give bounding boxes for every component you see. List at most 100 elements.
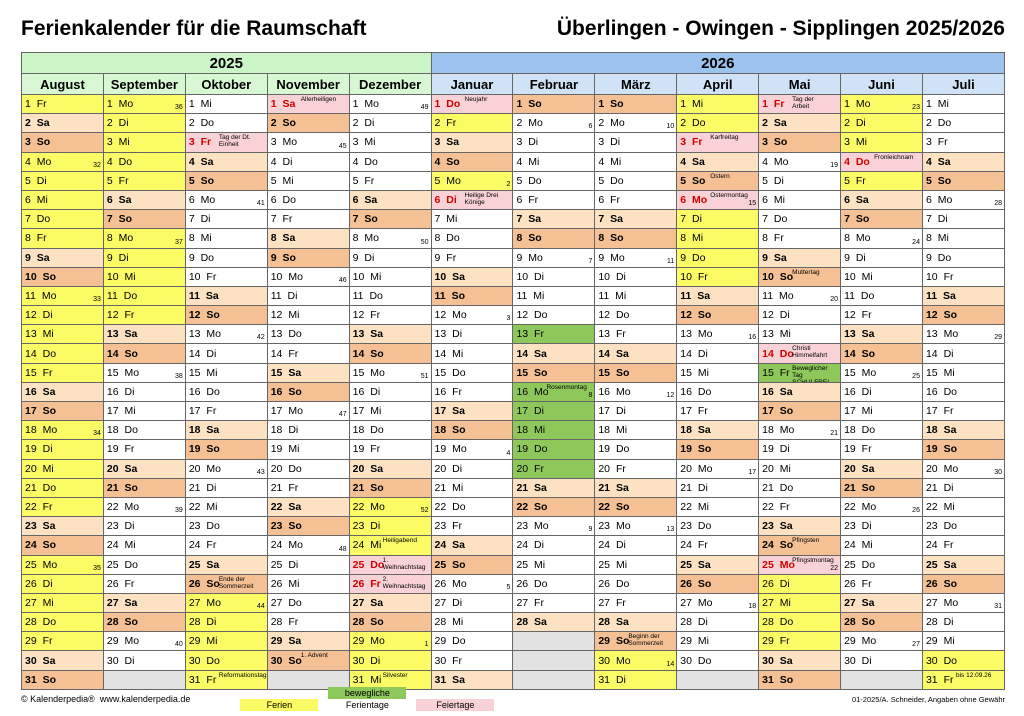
day-number: 24	[844, 539, 856, 552]
day-number: 14	[844, 347, 856, 360]
day-number: 17	[925, 405, 938, 418]
day-number: 7	[270, 213, 277, 226]
day-number: 22	[106, 501, 119, 514]
weekday: So	[773, 136, 788, 149]
day-row: 8 Fr 8 Mo 37 8 Mi 8 Sa 8 Mo 50 8 Do 8 So 8 So 8 Mi…	[21, 228, 1006, 249]
weekday: Fr	[692, 136, 703, 149]
day-number: 2	[270, 117, 277, 130]
day-cell: 13 Sa	[840, 324, 923, 345]
day-number: 20	[925, 462, 938, 475]
weekday: Di	[943, 616, 954, 629]
weekday: Do	[692, 251, 706, 264]
weekday: Sa	[615, 481, 629, 494]
day-number: 21	[680, 481, 692, 494]
day-number: 20	[434, 462, 447, 475]
day-cell: 25 Mi	[512, 554, 596, 575]
weekday: Fr	[118, 174, 129, 187]
day-number: 12	[762, 309, 774, 322]
weekday: Mo	[861, 366, 877, 379]
day-row: 16 Sa 16 Di 16 Do 16 So 16 Di 16 Fr 16 Mo Rosen…	[21, 381, 1006, 403]
day-number: 18	[598, 424, 611, 437]
day-number: 25	[844, 558, 856, 571]
day-row: 14 Do 14 So 14 Di 14 Fr 14 So 14 Mi 14 Sa 14 Sa…	[21, 343, 1006, 364]
day-cell: 6 Do	[266, 189, 350, 211]
day-number: 14	[516, 347, 529, 360]
weekday: Sa	[282, 232, 296, 245]
day-cell: 30 Do	[676, 650, 760, 671]
day-cell: 19 So	[184, 439, 268, 460]
weekday: Sa	[452, 405, 465, 418]
day-number: 4	[270, 155, 277, 168]
day-number: 6	[352, 194, 359, 207]
day-number: 29	[680, 635, 692, 648]
weekday: Sa	[36, 117, 50, 130]
weekday: Mo	[124, 366, 140, 379]
day-number: 13	[844, 328, 856, 341]
weekday: Sa	[861, 462, 875, 475]
weekday: Sa	[534, 481, 547, 494]
day-number: 4	[844, 155, 850, 168]
day-number: 15	[925, 366, 938, 379]
weekday: Di	[773, 174, 784, 187]
day-number: 24	[680, 539, 692, 552]
day-cell: 15 So	[594, 362, 678, 383]
day-number: 24	[516, 539, 529, 552]
day-cell: 24 So	[21, 535, 104, 556]
weekday: Di	[42, 443, 53, 456]
weekday: Do	[36, 213, 51, 226]
day-note: Rosenmontag	[546, 383, 587, 391]
day-number: 4	[598, 155, 605, 168]
day-number: 11	[516, 289, 528, 302]
weekday: So	[446, 155, 460, 168]
website: www.kalenderpedia.de	[99, 694, 191, 704]
day-row: 20 Mi 20 Sa 20 Mo 43 20 Do 20 Sa 20 Di 20 Fr 20 …	[21, 458, 1006, 479]
day-number: 18	[844, 424, 856, 437]
weekday: So	[288, 520, 302, 533]
weekday: Mi	[452, 616, 464, 629]
weekday: Mi	[692, 98, 704, 111]
day-cell: 5 So Ostern	[676, 170, 760, 191]
weekday: Mi	[534, 558, 546, 571]
day-number: 23	[352, 520, 365, 533]
day-cell: 15 Fr Beweglicher Tag SCHULFREI	[758, 362, 842, 383]
weekday: Sa	[370, 328, 384, 341]
day-cell: 29 Mo 27	[840, 631, 923, 652]
weekday: Sa	[697, 289, 711, 302]
day-note: Ostermontag	[710, 191, 748, 199]
weekday: Fr	[943, 405, 954, 418]
weekday: Fr	[364, 174, 375, 187]
weekday: So	[124, 616, 138, 629]
day-number: 25	[434, 558, 447, 571]
weekday: Do	[943, 520, 958, 533]
day-number: 6	[25, 194, 31, 207]
day-number: 23	[844, 520, 856, 533]
day-number: 6	[844, 194, 850, 207]
weekday: Fr	[855, 174, 866, 187]
day-number: 14	[598, 347, 611, 360]
day-number: 2	[762, 117, 768, 130]
weekday: So	[943, 577, 957, 590]
day-cell: 19 Mo 4	[430, 439, 514, 460]
weekday: Di	[855, 117, 866, 130]
week-number: 18	[748, 603, 757, 611]
weekday: Mi	[42, 462, 54, 475]
day-number: 12	[516, 309, 529, 322]
day-number: 3	[106, 136, 113, 149]
day-number: 25	[925, 558, 938, 571]
day-note: Beginn der Sommerzeit	[628, 633, 664, 648]
day-number: 26	[106, 577, 119, 590]
day-cell: 29 Mo 1	[348, 631, 432, 652]
day-note: 1. Advent	[300, 652, 328, 660]
weekday: Mo	[446, 174, 461, 187]
week-number: 37	[175, 238, 183, 246]
day-cell: 28 Sa	[512, 612, 596, 633]
day-cell: 17 So	[758, 400, 842, 422]
day-cell: 27 Do	[266, 592, 350, 614]
day-cell: 11 Sa	[184, 285, 268, 307]
weekday: Mo	[528, 117, 543, 130]
weekday: Mi	[692, 232, 704, 245]
day-note: Beweglicher Tag SCHULFREI	[792, 364, 829, 383]
weekday: Do	[937, 251, 952, 264]
